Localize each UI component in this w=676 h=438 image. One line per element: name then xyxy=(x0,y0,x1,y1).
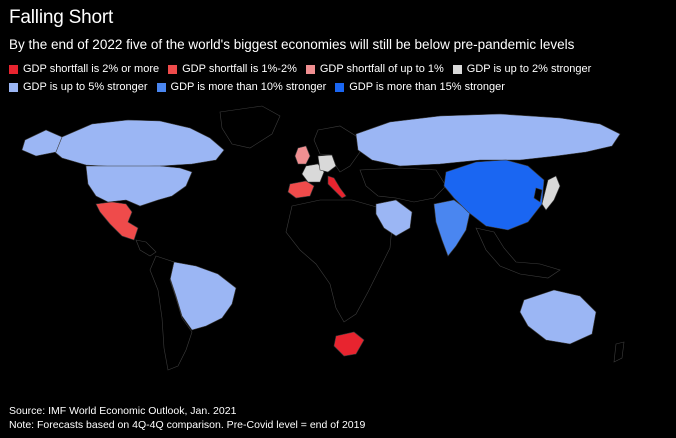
chart-subtitle: By the end of 2022 five of the world's b… xyxy=(9,37,575,52)
legend-label: GDP is more than 15% stronger xyxy=(349,81,505,93)
legend-label: GDP shortfall of up to 1% xyxy=(319,63,444,75)
region-germany xyxy=(317,154,337,173)
region-australia xyxy=(519,289,597,345)
region-mexico xyxy=(95,201,139,241)
region-spain xyxy=(287,180,315,199)
region-canada xyxy=(49,119,225,168)
legend-item-shortfall-1-2: GDP shortfall is 1%-2% xyxy=(168,63,297,75)
region-france xyxy=(301,163,325,183)
region-new-zealand xyxy=(613,341,625,363)
legend-swatch xyxy=(9,82,18,92)
region-korea xyxy=(533,187,543,203)
region-brazil xyxy=(169,261,237,331)
chart-title: Falling Short xyxy=(9,7,114,28)
world-map xyxy=(21,105,625,371)
region-japan xyxy=(541,175,561,211)
region-greenland xyxy=(219,105,281,149)
legend-label: GDP shortfall is 2% or more xyxy=(23,63,160,75)
region-united-states xyxy=(85,165,193,207)
region-south-america-other xyxy=(149,255,193,371)
legend-label: GDP shortfall is 1%-2% xyxy=(182,63,297,75)
legend-label: GDP is up to 5% stronger xyxy=(23,81,148,93)
legend-item-shortfall-2-plus: GDP shortfall is 2% or more xyxy=(9,63,159,75)
region-italy xyxy=(327,175,347,199)
legend-swatch xyxy=(156,82,166,92)
legend-swatch xyxy=(9,64,18,74)
chart-footnote: Source: IMF World Economic Outlook, Jan.… xyxy=(9,404,365,432)
region-south-africa xyxy=(333,331,365,357)
legend-swatch xyxy=(452,64,462,74)
region-saudi-arabia xyxy=(375,199,413,237)
region-middle-east-other xyxy=(359,167,447,203)
legend-item-stronger-more-15: GDP is more than 15% stronger xyxy=(335,81,505,93)
legend: GDP shortfall is 2% or more GDP shortfal… xyxy=(9,63,669,93)
region-china xyxy=(443,159,545,231)
legend-swatch xyxy=(168,64,178,74)
legend-item-stronger-up-to-5: GDP is up to 5% stronger xyxy=(9,81,148,93)
source-text: Source: IMF World Economic Outlook, Jan.… xyxy=(9,405,237,417)
legend-label: GDP is up to 2% stronger xyxy=(466,63,592,75)
region-central-america xyxy=(135,239,157,257)
legend-item-shortfall-up-to-1: GDP shortfall of up to 1% xyxy=(305,63,444,75)
note-text: Note: Forecasts based on 4Q-4Q compariso… xyxy=(9,419,366,431)
region-africa xyxy=(285,199,393,323)
region-southeast-asia xyxy=(475,227,561,279)
legend-item-stronger-more-10: GDP is more than 10% stronger xyxy=(156,81,327,93)
region-russia xyxy=(355,113,621,167)
region-united-kingdom xyxy=(294,145,311,165)
region-india xyxy=(433,199,471,257)
legend-swatch xyxy=(305,64,315,74)
legend-swatch xyxy=(335,82,345,92)
region-europe-other xyxy=(313,125,361,173)
region-alaska xyxy=(21,129,63,157)
legend-label: GDP is more than 10% stronger xyxy=(170,81,327,93)
legend-item-stronger-up-to-2: GDP is up to 2% stronger xyxy=(452,63,592,75)
